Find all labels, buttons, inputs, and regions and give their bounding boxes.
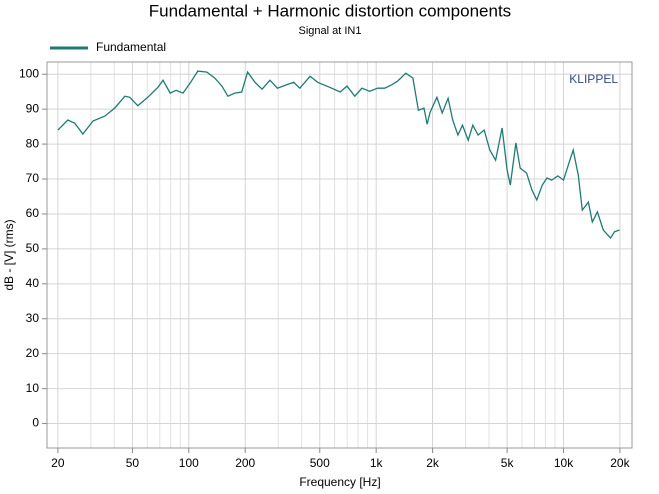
y-tick-label: 20 <box>26 346 40 360</box>
x-tick-label: 1k <box>370 456 384 470</box>
y-tick-label: 100 <box>19 66 39 80</box>
y-tick-label: 0 <box>32 416 39 430</box>
x-tick-label: 20k <box>610 456 630 470</box>
y-axis-label: dB - [V] (rms) <box>2 219 16 290</box>
y-tick-label: 70 <box>26 171 40 185</box>
series-line <box>57 70 620 240</box>
x-tick-label: 2k <box>426 456 440 470</box>
x-axis-label: Frequency [Hz] <box>299 475 380 489</box>
legend-label: Fundamental <box>96 40 166 54</box>
chart-title: Fundamental + Harmonic distortion compon… <box>149 1 511 20</box>
x-tick-label: 500 <box>310 456 330 470</box>
y-tick-label: 60 <box>26 206 40 220</box>
x-tick-label: 5k <box>501 456 515 470</box>
x-tick-label: 50 <box>126 456 140 470</box>
x-tick-label: 20 <box>51 456 65 470</box>
x-tick-label: 100 <box>179 456 199 470</box>
plot-frame <box>46 61 633 449</box>
y-tick-label: 50 <box>26 241 40 255</box>
y-tick-label: 40 <box>26 276 40 290</box>
y-tick-label: 90 <box>26 101 40 115</box>
x-tick-label: 200 <box>235 456 255 470</box>
chart-subtitle: Signal at IN1 <box>299 25 362 37</box>
annotation: KLIPPEL <box>569 72 618 86</box>
x-tick-label: 10k <box>554 456 574 470</box>
y-tick-label: 10 <box>26 381 40 395</box>
y-tick-label: 80 <box>26 136 40 150</box>
y-tick-label: 30 <box>26 311 40 325</box>
